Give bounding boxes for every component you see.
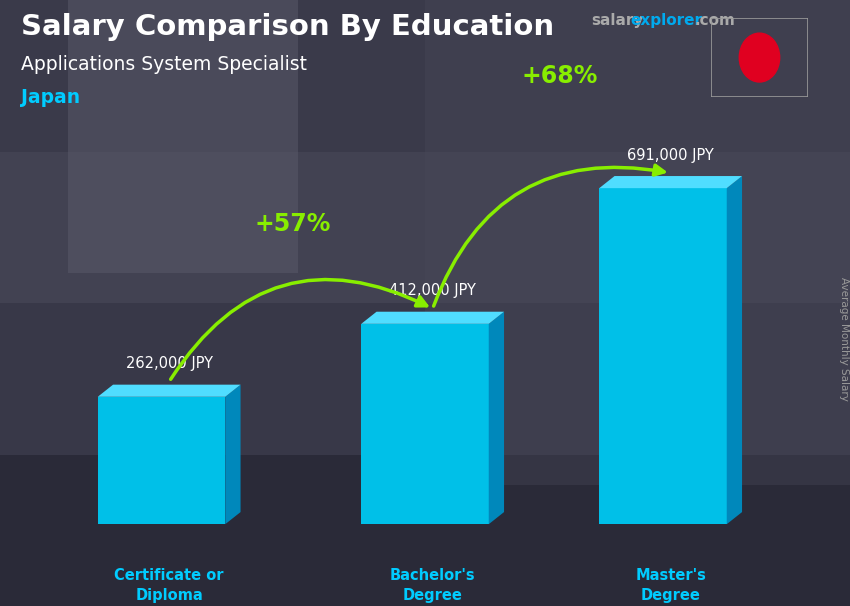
Polygon shape bbox=[68, 0, 298, 273]
Polygon shape bbox=[425, 0, 850, 485]
Text: salary: salary bbox=[591, 13, 643, 28]
Text: Salary Comparison By Education: Salary Comparison By Education bbox=[21, 13, 554, 41]
Polygon shape bbox=[361, 324, 489, 524]
Bar bbox=[0, 0, 850, 152]
Text: Average Monthly Salary: Average Monthly Salary bbox=[839, 278, 848, 401]
Text: Bachelor's
Degree: Bachelor's Degree bbox=[390, 568, 475, 603]
Text: 412,000 JPY: 412,000 JPY bbox=[389, 284, 476, 298]
Bar bbox=[0, 152, 850, 303]
Text: Japan: Japan bbox=[21, 88, 81, 107]
Polygon shape bbox=[361, 311, 504, 324]
Text: 262,000 JPY: 262,000 JPY bbox=[126, 356, 212, 371]
Text: +68%: +68% bbox=[522, 64, 598, 88]
Circle shape bbox=[740, 33, 779, 82]
Text: +57%: +57% bbox=[254, 212, 331, 236]
Text: 691,000 JPY: 691,000 JPY bbox=[627, 148, 714, 162]
Text: Applications System Specialist: Applications System Specialist bbox=[21, 55, 307, 73]
Polygon shape bbox=[98, 397, 225, 524]
Bar bbox=[0, 303, 850, 454]
Polygon shape bbox=[599, 176, 742, 188]
Text: Master's
Degree: Master's Degree bbox=[635, 568, 706, 603]
Polygon shape bbox=[489, 311, 504, 524]
Polygon shape bbox=[599, 188, 727, 524]
Polygon shape bbox=[225, 385, 241, 524]
Text: explorer: explorer bbox=[631, 13, 703, 28]
Text: Certificate or
Diploma: Certificate or Diploma bbox=[115, 568, 224, 603]
Text: .com: .com bbox=[694, 13, 735, 28]
Bar bbox=[0, 454, 850, 606]
Polygon shape bbox=[727, 176, 742, 524]
Polygon shape bbox=[98, 385, 241, 397]
